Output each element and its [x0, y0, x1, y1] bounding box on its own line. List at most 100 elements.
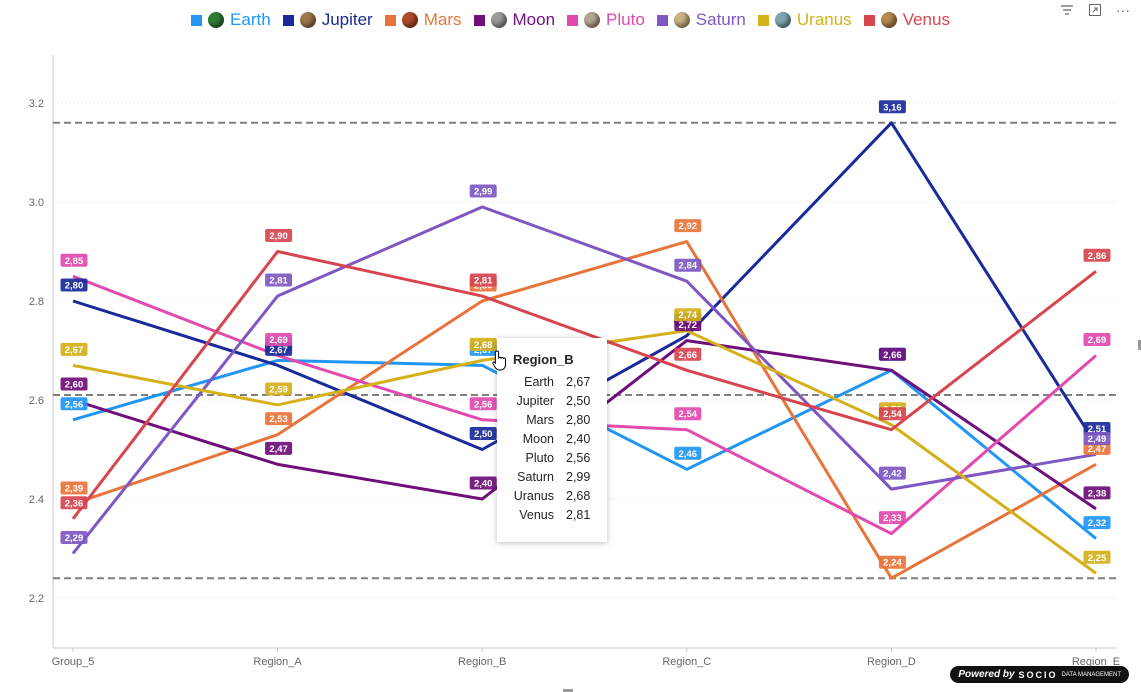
series-line-mars — [72, 240, 1097, 580]
legend-item-venus[interactable]: Venus — [863, 10, 950, 30]
tooltip-series-value: 2,80 — [566, 412, 591, 427]
data-label-box — [674, 258, 702, 272]
data-label: 2,29 — [65, 533, 84, 544]
data-label: 2,67 — [269, 345, 288, 356]
data-label-box — [60, 397, 88, 411]
legend-swatch — [384, 14, 396, 26]
resize-handle-bottom[interactable] — [563, 689, 573, 692]
data-label: 2,84 — [679, 261, 698, 272]
x-tick-label: Region_D — [867, 656, 916, 668]
data-label: 2,60 — [65, 380, 84, 391]
data-label: 2,54 — [679, 409, 698, 420]
tooltip-row: Uranus 2,68 — [507, 486, 597, 505]
data-label-box — [878, 466, 906, 480]
data-label-box — [469, 427, 497, 440]
legend-label: Uranus — [796, 10, 852, 29]
data-label: 2,25 — [1088, 553, 1107, 564]
data-label: 2,92 — [679, 221, 698, 232]
data-label: 2,24 — [883, 558, 902, 569]
tooltip-series-name: Earth — [524, 374, 554, 389]
mars-planet-icon — [401, 12, 418, 28]
powered-by-label: Powered by — [958, 669, 1015, 680]
data-label: 2,42 — [883, 469, 902, 480]
data-label-box — [469, 337, 497, 351]
tooltip-title: Region_B — [513, 352, 574, 367]
data-label-box — [265, 441, 293, 455]
legend-swatch — [473, 14, 485, 26]
tooltip-row: Moon 2,40 — [507, 429, 597, 448]
data-label-box — [674, 318, 702, 332]
data-label-box — [265, 273, 293, 287]
data-label-box — [674, 407, 702, 421]
y-tick-label: 2.8 — [29, 296, 44, 308]
data-label-box — [265, 229, 293, 242]
legend-swatch — [567, 14, 579, 26]
legend-swatch — [191, 14, 203, 26]
series-line-saturn — [71, 205, 1097, 555]
data-label: 2,81 — [474, 276, 493, 287]
data-label: 2,68 — [474, 340, 493, 351]
more-options-button[interactable]: ··· — [1116, 2, 1130, 18]
data-label: 2,40 — [474, 479, 493, 490]
legend-swatch — [757, 14, 769, 26]
data-label: 2,54 — [883, 409, 902, 420]
legend-item-uranus[interactable]: Uranus — [757, 10, 852, 30]
data-label-box — [1083, 516, 1111, 530]
data-label-box — [469, 397, 497, 411]
legend-label: Pluto — [606, 10, 645, 29]
y-tick-label: 3.0 — [29, 197, 44, 209]
data-label: 2,90 — [269, 231, 288, 242]
uranus-planet-icon — [774, 12, 791, 28]
legend-item-pluto[interactable]: Pluto — [567, 10, 645, 30]
legend-item-earth[interactable]: Earth — [191, 10, 271, 30]
data-label-box — [60, 496, 88, 510]
legend-item-jupiter[interactable]: Jupiter — [282, 10, 373, 30]
data-label: 2,33 — [883, 513, 902, 524]
y-tick-label: 3.2 — [29, 98, 44, 110]
legend-item-mars[interactable]: Mars — [384, 10, 462, 30]
data-label: 2,56 — [474, 399, 493, 410]
legend-item-saturn[interactable]: Saturn — [656, 10, 746, 30]
data-label-box — [878, 407, 906, 421]
data-label-box — [878, 555, 906, 569]
y-tick-label: 2.2 — [29, 593, 44, 605]
earth-planet-icon — [208, 12, 225, 28]
x-tick-label: Region_C — [662, 656, 711, 668]
tooltip-row: Earth 2,67 — [507, 372, 597, 391]
data-label: 2,74 — [679, 310, 698, 321]
moon-planet-icon — [490, 12, 507, 28]
tooltip-row: Pluto 2,56 — [507, 448, 597, 467]
y-tick-label: 2.6 — [29, 395, 44, 407]
data-label-box — [469, 184, 497, 198]
data-label: 3,16 — [883, 102, 902, 113]
jupiter-planet-icon — [299, 12, 316, 28]
data-label: 2,66 — [883, 350, 902, 361]
tooltip: Region_B Earth 2,67 Jupiter 2,50 Mars 2,80 Moo… — [497, 338, 607, 542]
x-tick-label: Region_A — [253, 656, 302, 668]
legend-swatch — [282, 14, 294, 26]
data-label: 2,59 — [269, 384, 288, 395]
resize-handle-right[interactable] — [1138, 340, 1141, 350]
focus-mode-icon[interactable] — [1087, 2, 1103, 18]
data-label-box — [1083, 441, 1111, 455]
data-label: 2,47 — [269, 444, 288, 455]
tooltip-row: Jupiter 2,50 — [507, 391, 597, 410]
tooltip-series-name: Venus — [519, 507, 554, 522]
tooltip-series-value: 2,56 — [566, 450, 591, 465]
data-label-box — [1083, 422, 1111, 436]
data-label-box — [469, 273, 497, 287]
tooltip-row: Venus 2,81 — [507, 505, 597, 524]
data-label-box — [674, 219, 702, 233]
legend-swatch — [863, 14, 875, 26]
data-label: 2,69 — [269, 335, 288, 346]
legend-item-moon[interactable]: Moon — [473, 10, 555, 30]
data-label-box — [674, 446, 702, 460]
data-label: 2,49 — [1088, 434, 1107, 445]
tooltip-series-value: 2,40 — [566, 431, 591, 446]
data-label: 2,56 — [65, 399, 84, 410]
legend-swatch — [656, 14, 668, 26]
data-label-box — [1083, 486, 1111, 500]
data-label: 2,67 — [65, 345, 84, 356]
filter-icon[interactable] — [1059, 2, 1075, 18]
data-label-box — [265, 412, 293, 426]
